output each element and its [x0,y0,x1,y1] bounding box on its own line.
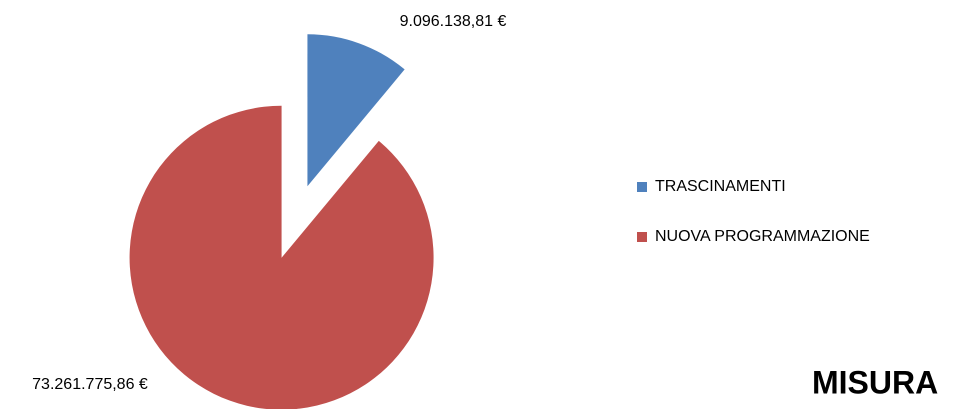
legend-swatch [637,232,647,242]
pie-slice [129,105,434,409]
chart-title: MISURA [812,364,938,400]
legend-swatch [637,182,647,192]
data-label: 73.261.775,86 € [32,376,148,393]
data-label: 9.096.138,81 € [400,13,507,30]
pie-slice [307,34,405,187]
legend-label: TRASCINAMENTI [655,178,786,195]
legend-label: NUOVA PROGRAMMAZIONE [655,228,870,245]
